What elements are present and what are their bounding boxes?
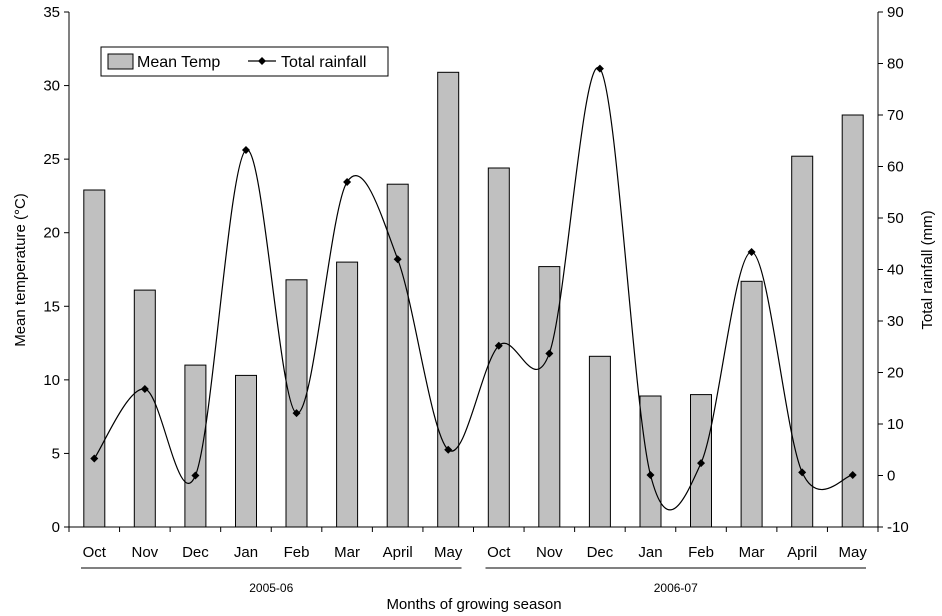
left-tick-label: 35 (43, 4, 60, 21)
bar-mean-temp (437, 71, 460, 528)
right-tick-label: 80 (887, 56, 904, 73)
right-tick-label: 10 (887, 416, 904, 433)
legend-marker-total-rainfall (258, 57, 266, 65)
bar-mean-temp (235, 374, 257, 528)
right-tick-label: -10 (887, 519, 909, 536)
right-tick-label: 60 (887, 159, 904, 176)
rainfall-marker (646, 470, 655, 479)
rainfall-marker (444, 445, 453, 454)
x-tick-label: Dec (587, 544, 614, 561)
legend-label-mean-temp: Mean Temp (137, 54, 220, 71)
rainfall-marker (494, 341, 503, 350)
left-tick-label: 5 (52, 445, 60, 462)
right-tick-label: 20 (887, 365, 904, 382)
rainfall-marker (747, 247, 756, 256)
legend-swatch-mean-temp (107, 53, 134, 70)
x-tick-label: Feb (688, 544, 714, 561)
left-tick-label: 30 (43, 78, 60, 95)
left-axis-ticks: 0 5 10 15 20 25 30 35 (43, 4, 69, 536)
right-axis-ticks: -10 0 10 20 30 40 50 60 70 80 90 (878, 4, 909, 536)
right-tick-label: 50 (887, 210, 904, 227)
left-tick-label: 20 (43, 225, 60, 242)
rainfall-marker (697, 459, 706, 468)
rainfall-marker (545, 349, 554, 358)
y-axis-left-title: Mean temperature (°C) (12, 193, 29, 347)
bar-mean-temp (588, 355, 611, 528)
left-tick-label: 15 (43, 298, 60, 315)
rainfall-curve (93, 67, 853, 511)
total-rainfall-line (90, 64, 857, 511)
x-axis-title: Months of growing season (386, 596, 561, 613)
right-tick-label: 0 (887, 468, 895, 485)
x-axis-categories: Oct Nov Dec Jan Feb Mar April May Oct Nov Dec Jan Fe… (68, 527, 879, 561)
x-tick-label: Oct (83, 544, 107, 561)
bar-mean-temp (639, 395, 662, 528)
right-tick-label: 90 (887, 4, 904, 21)
rainfall-marker (90, 454, 99, 463)
x-tick-label: Mar (334, 544, 360, 561)
season-groups: 2005-06 2006-07 (81, 567, 866, 595)
x-tick-label: Nov (132, 544, 159, 561)
bar-mean-temp (841, 114, 864, 528)
x-tick-label: Feb (284, 544, 310, 561)
rainfall-marker (140, 384, 149, 393)
x-tick-label: Jan (234, 544, 258, 561)
right-tick-label: 70 (887, 107, 904, 124)
rainfall-marker (292, 409, 301, 418)
right-tick-label: 30 (887, 313, 904, 330)
x-tick-label: Dec (182, 544, 209, 561)
x-tick-label: April (383, 544, 413, 561)
legend: Mean Temp Total rainfall (100, 46, 389, 77)
legend-box (100, 46, 389, 77)
x-tick-label: May (839, 544, 868, 561)
x-tick-label: April (787, 544, 817, 561)
left-tick-label: 25 (43, 151, 60, 168)
bar-mean-temp (133, 289, 156, 528)
bar-mean-temp (336, 261, 359, 528)
rainfall-marker (343, 177, 352, 186)
legend-label-total-rainfall: Total rainfall (281, 54, 366, 71)
mean-temp-bars (83, 71, 864, 528)
rainfall-marker (595, 64, 604, 73)
rainfall-marker (393, 255, 402, 264)
bar-mean-temp (83, 189, 106, 528)
x-tick-label: Mar (739, 544, 765, 561)
bar-mean-temp (386, 183, 409, 528)
left-tick-label: 10 (43, 372, 60, 389)
x-tick-label: Jan (638, 544, 662, 561)
rainfall-marker (191, 471, 200, 480)
bar-mean-temp (740, 280, 763, 528)
season-group-label: 2006-07 (654, 581, 698, 595)
x-tick-label: Oct (487, 544, 511, 561)
x-tick-label: Nov (536, 544, 563, 561)
rainfall-marker (241, 146, 250, 155)
x-tick-label: May (434, 544, 463, 561)
right-tick-label: 40 (887, 262, 904, 279)
rainfall-marker (848, 470, 857, 479)
y-axis-right-title: Total rainfall (mm) (919, 210, 936, 329)
rainfall-marker (798, 468, 807, 477)
left-tick-label: 0 (52, 519, 60, 536)
bar-mean-temp (538, 266, 561, 528)
season-group-label: 2005-06 (249, 581, 293, 595)
